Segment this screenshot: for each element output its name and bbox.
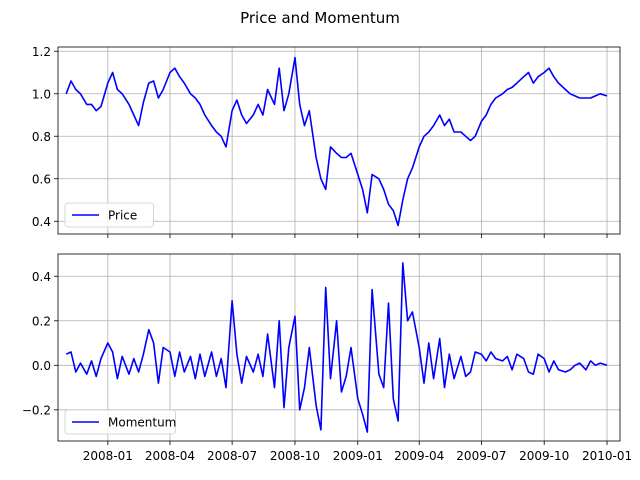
x-tick-label: 2008-10	[270, 449, 320, 463]
x-tick-label: 2008-01	[83, 449, 133, 463]
x-tick-label: 2008-07	[207, 449, 257, 463]
figure-title: Price and Momentum	[240, 9, 400, 27]
y-tick-label: 1.0	[32, 87, 51, 101]
x-tick-label: 2008-04	[145, 449, 195, 463]
legend: Price	[64, 202, 154, 228]
y-tick-label: 0.2	[32, 314, 51, 328]
axes-frame	[57, 253, 621, 442]
y-tick-label: −0.2	[22, 403, 51, 417]
legend: Momentum	[64, 409, 176, 435]
y-tick-label: 0.4	[32, 270, 51, 284]
momentum-chart-panel: 2008-01 2008-04 2008-07 2008-10 2009-01 2009-…	[22, 253, 632, 463]
axes-frame	[57, 46, 621, 235]
legend-label: Momentum	[108, 416, 176, 430]
legend-label: Price	[108, 209, 137, 223]
y-tick-label: 0.0	[32, 359, 51, 373]
x-tick-label: 2009-10	[519, 449, 569, 463]
x-tick-label: 2010-01	[582, 449, 632, 463]
legend-box	[64, 202, 154, 228]
y-tick-label: 0.4	[32, 215, 51, 229]
x-tick-label: 2009-04	[394, 449, 444, 463]
x-tick-label: 2009-07	[456, 449, 506, 463]
x-tick-label: 2009-01	[333, 449, 383, 463]
y-tick-label: 1.2	[32, 45, 51, 59]
price-chart-panel: 0.4 0.6 0.8 1.0 1.2 Price	[32, 45, 621, 238]
y-tick-label: 0.8	[32, 130, 51, 144]
legend-box	[64, 409, 176, 435]
y-tick-label: 0.6	[32, 172, 51, 186]
